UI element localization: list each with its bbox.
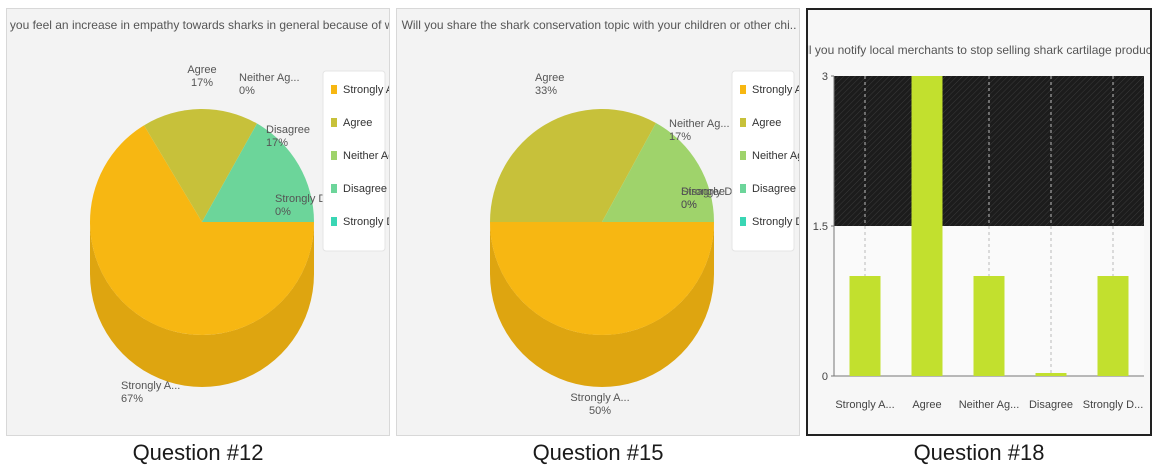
slice-label: Neither Ag... [669, 118, 730, 130]
pie-slice-disagree [202, 123, 314, 222]
legend-swatch [740, 151, 746, 160]
slice-label: Strongly D... [275, 193, 336, 205]
pie-chart-q15: Will you share the shark conservation to… [402, 18, 800, 417]
caption-q18: Question #18 [913, 440, 1045, 465]
legend: Strongly A... Agree Neither Ag... Disagree S… [731, 70, 800, 252]
caption-q15: Question #15 [532, 440, 664, 465]
slice-percent: 17% [669, 131, 691, 143]
legend: Strongly A... Agree Neither Ag... Disagree S… [322, 70, 390, 252]
x-tick-label: Strongly A... [835, 399, 894, 411]
x-tick-label: Agree [912, 399, 941, 411]
legend-swatch [740, 217, 746, 226]
slice-percent: 0% [681, 199, 697, 211]
legend-swatch [331, 217, 337, 226]
pie-side [90, 222, 314, 387]
slice-label: Disagree [266, 124, 310, 136]
legend-item: Disagree [343, 183, 387, 195]
x-tick-label: Strongly D... [1083, 399, 1144, 411]
slice-percent: 0% [239, 85, 255, 97]
pie-side [490, 222, 714, 387]
legend-swatch [740, 85, 746, 94]
y-tick-label: 3 [822, 71, 828, 83]
y-tick-label: 1.5 [813, 221, 828, 233]
bar-chart-q18: Will you notify local merchants to stop … [808, 43, 1150, 411]
pie-slice-agree [144, 109, 257, 222]
y-tick-label: 0 [822, 371, 828, 383]
slice-label: Agree [535, 72, 564, 84]
legend-item: Neither Ag... [343, 150, 390, 162]
legend-item: Strongly D... [752, 216, 800, 228]
pie-slice-strongly-a [490, 222, 714, 335]
legend-swatch [331, 151, 337, 160]
legend-item: Agree [752, 117, 781, 129]
pie-side-segment [490, 222, 714, 387]
x-tick-label: Disagree [1029, 399, 1073, 411]
pie-top [490, 108, 714, 335]
chart-title: Will you share the shark conservation to… [402, 18, 797, 32]
slice-label: Disagree [681, 186, 725, 198]
legend-item: Strongly A... [343, 84, 390, 96]
slice-label: Strongly A... [570, 392, 629, 404]
slice-percent: 33% [535, 85, 557, 97]
legend-item: Neither Ag... [752, 150, 800, 162]
pie-slice-agree [490, 108, 656, 222]
pie-top [90, 109, 315, 336]
x-tick-label: Neither Ag... [959, 399, 1020, 411]
legend-item: Agree [343, 117, 372, 129]
slice-label: Strongly D... [681, 186, 742, 198]
chart-title: Do you feel an increase in empathy towar… [7, 18, 390, 32]
legend-swatch [740, 118, 746, 127]
legend-box [322, 70, 386, 252]
pie-chart-q12: Do you feel an increase in empathy towar… [7, 18, 390, 405]
slice-label: Agree [187, 64, 216, 76]
chart-panel-q12: Do you feel an increase in empathy towar… [6, 8, 390, 436]
legend-swatch [740, 184, 746, 193]
legend-swatch [331, 85, 337, 94]
legend-item: Strongly A... [752, 84, 800, 96]
slice-percent: 0% [275, 206, 291, 218]
pie-slice-strongly-a [90, 125, 315, 336]
pie-side-segment [90, 222, 314, 387]
pie-slice-neither-ag [602, 122, 714, 222]
caption-q12: Question #12 [132, 440, 264, 465]
bar-strongly-a [849, 276, 881, 376]
bar-agree [911, 76, 943, 376]
slice-label: Strongly A... [121, 380, 180, 392]
bar-disagree [1035, 373, 1067, 376]
slice-percent: 0% [681, 199, 697, 211]
slice-percent: 17% [266, 137, 288, 149]
slice-percent: 50% [589, 405, 611, 417]
legend-swatch [331, 118, 337, 127]
chart-title: Will you notify local merchants to stop … [808, 43, 1150, 57]
legend-item: Strongly D... [343, 216, 390, 228]
slice-label: Neither Ag... [239, 72, 300, 84]
bar-neither-ag [973, 276, 1005, 376]
legend-item: Disagree [752, 183, 796, 195]
slice-percent: 17% [191, 77, 213, 89]
slice-percent: 67% [121, 393, 143, 405]
bar-strongly-d [1097, 276, 1129, 376]
legend-swatch [331, 184, 337, 193]
chart-panel-q15: Will you share the shark conservation to… [396, 8, 800, 436]
legend-box [731, 70, 795, 252]
chart-panel-q18: Will you notify local merchants to stop … [806, 8, 1152, 436]
